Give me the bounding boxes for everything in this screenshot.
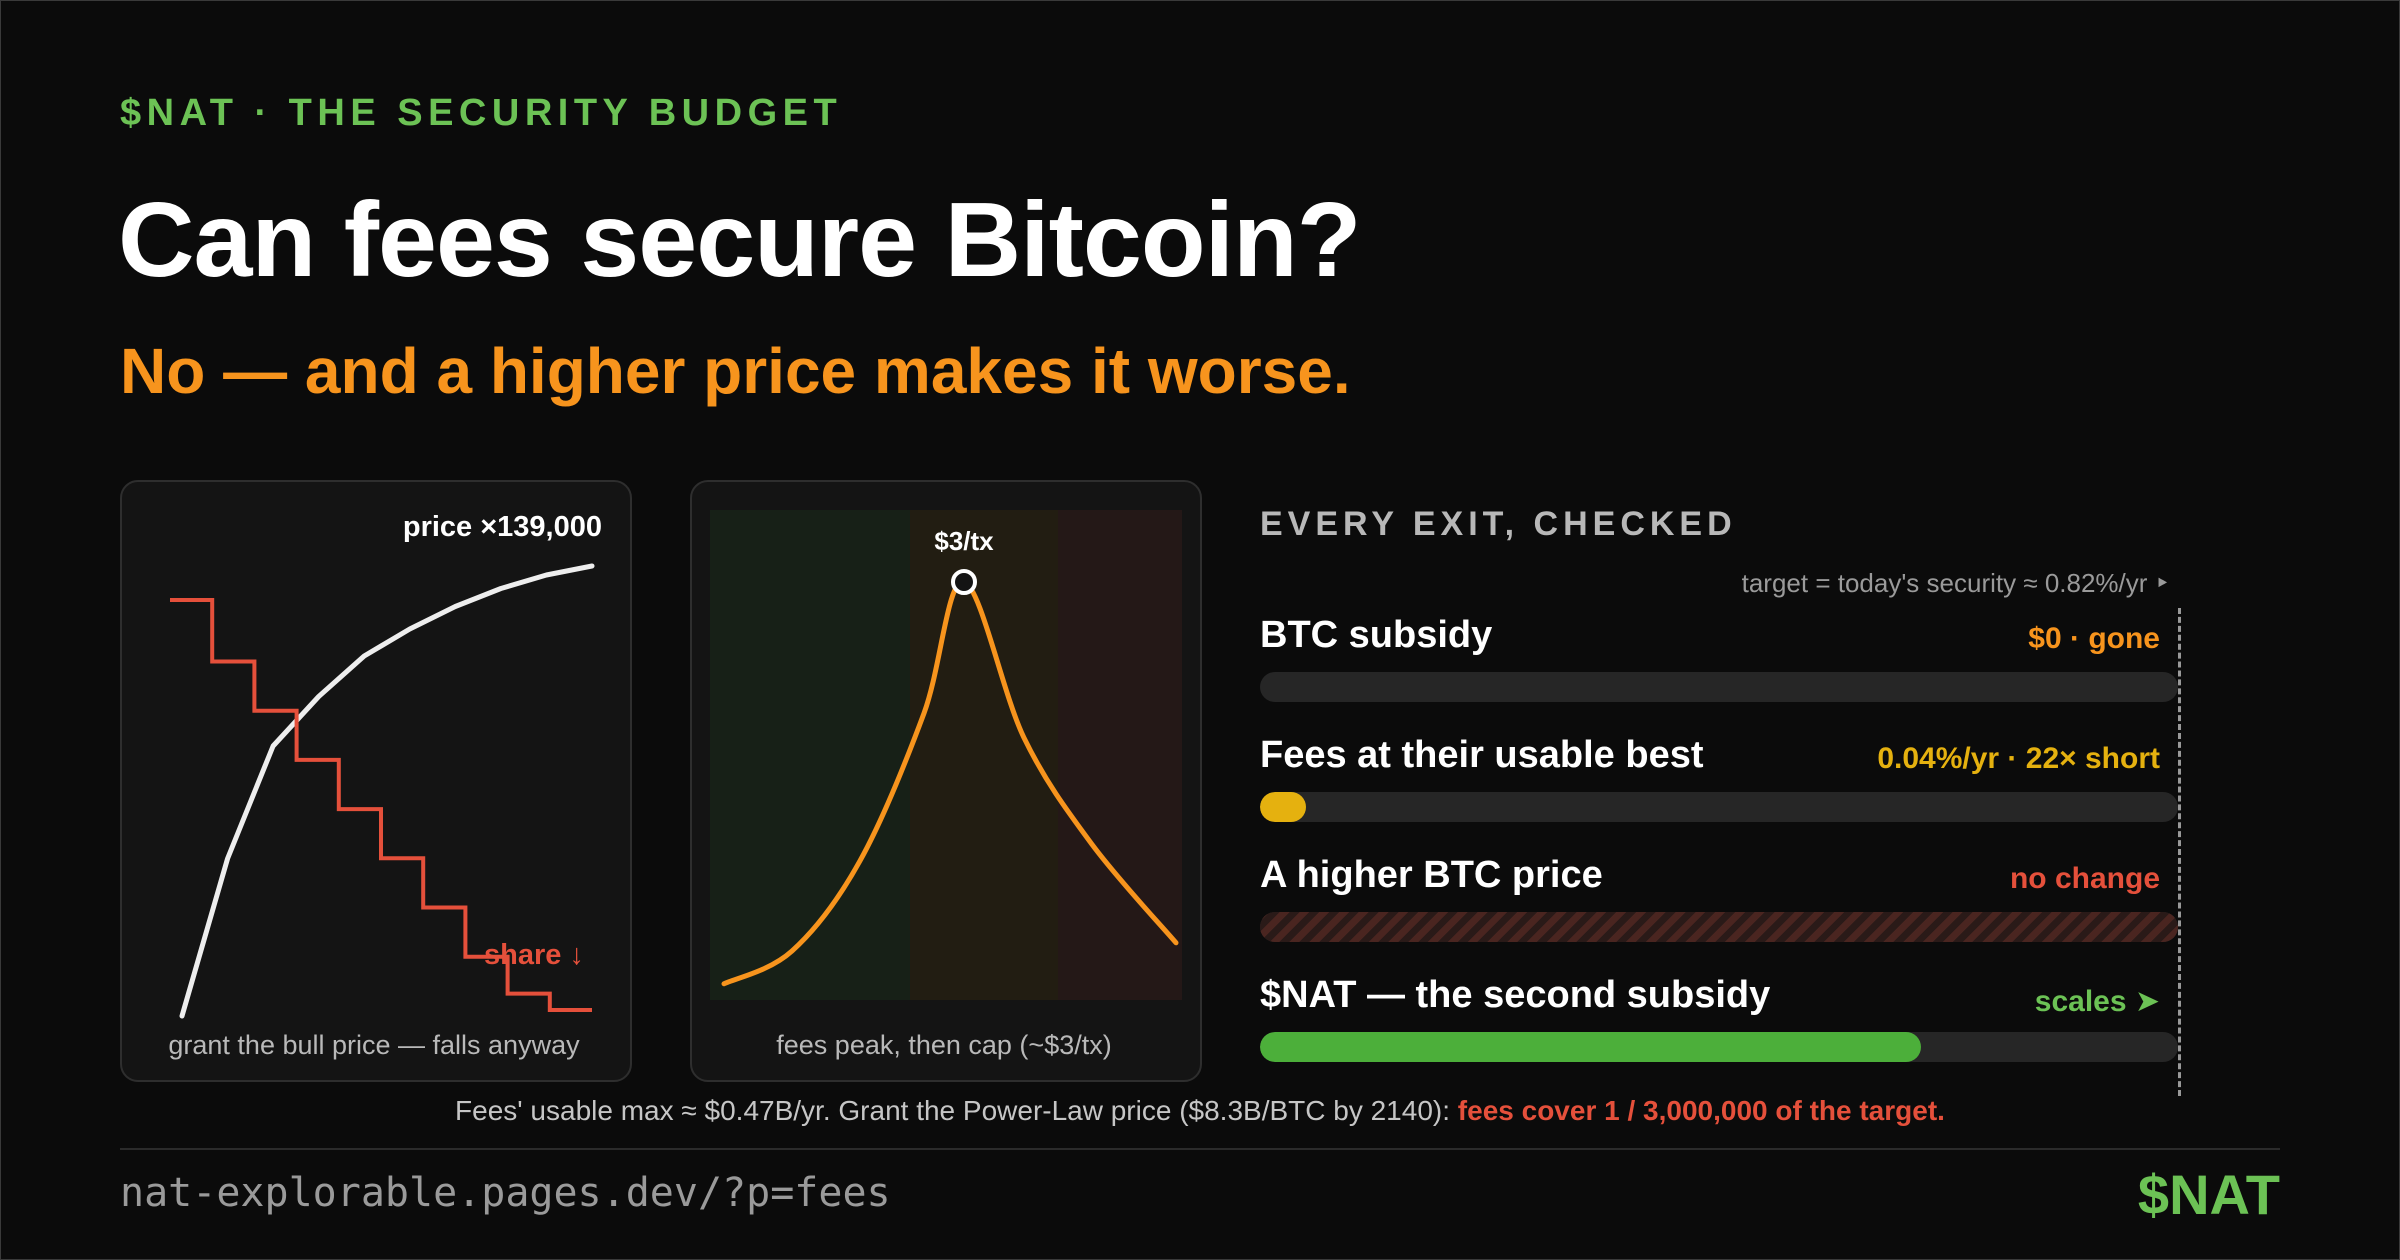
exit-label-higher-price: A higher BTC price [1260,854,1603,896]
price-annotation: price ×139,000 [403,511,602,543]
exit-bar-btc-subsidy [1260,672,2178,702]
left-series-group [170,563,595,1019]
page-title: Can fees secure Bitcoin? [118,181,1362,299]
share-staircase [170,598,592,1012]
target-note: target = today's security ≈ 0.82%/yr ‣ [1741,568,2170,598]
exit-bar-fees [1260,792,2178,822]
fees-chart: $3/tx [710,510,1182,1000]
fees-chart-panel: $3/tx [690,480,1202,1082]
fees-line [721,579,1179,987]
eyebrow-label: $NAT · THE SECURITY BUDGET [120,92,843,134]
footnote-highlight: fees cover 1 / 3,000,000 of the target. [1457,1095,1945,1126]
exit-value-nat: scales ➤ [2034,985,2160,1018]
footnote-text: Fees' usable max ≈ $0.47B/yr. Grant the … [455,1095,1458,1126]
mid-series-group [721,569,1179,987]
peak-annotation: $3/tx [934,526,994,556]
exit-label-fees: Fees at their usable best [1260,734,1704,776]
price-chart-caption: grant the bull price — falls anyway [168,1030,580,1060]
zone-amber [910,510,1058,1000]
footer-url-link[interactable]: nat-explorable.pages.dev/?p=fees [120,1170,891,1216]
zone-green [710,510,910,1000]
exits-title: EVERY EXIT, CHECKED [1260,505,1737,543]
price-line [179,563,595,1019]
fees-chart-caption: fees peak, then cap (~$3/tx) [776,1030,1112,1060]
exit-value-higher-price: no change [2009,862,2160,895]
exit-value-fees: 0.04%/yr · 22× short [1877,742,2160,775]
exit-label-btc-subsidy: BTC subsidy [1260,614,1493,656]
exit-label-nat: $NAT — the second subsidy [1260,974,1771,1016]
exit-bar-higher-price [1260,912,2178,942]
brand-logo: $NAT [2137,1163,2280,1226]
target-line [2178,608,2181,1096]
exit-value-btc-subsidy: $0 · gone [2028,622,2160,655]
fees-peak-marker [951,569,977,595]
exit-bar-fill-nat [1260,1032,1921,1062]
footnote: Fees' usable max ≈ $0.47B/yr. Grant the … [0,1095,2400,1127]
exit-bar-fill-fees [1260,792,1306,822]
exit-bar-nat [1260,1032,2178,1062]
page-subtitle: No — and a higher price makes it worse. [120,335,1351,407]
price-vs-share-chart-panel: price ×139,000 share ↓ [120,480,632,1082]
exit-bar-hatch-higher-price [1260,912,2178,942]
zone-red [1058,510,1182,1000]
footer-divider [120,1148,2280,1150]
price-vs-share-chart: price ×139,000 share ↓ [170,511,602,1019]
